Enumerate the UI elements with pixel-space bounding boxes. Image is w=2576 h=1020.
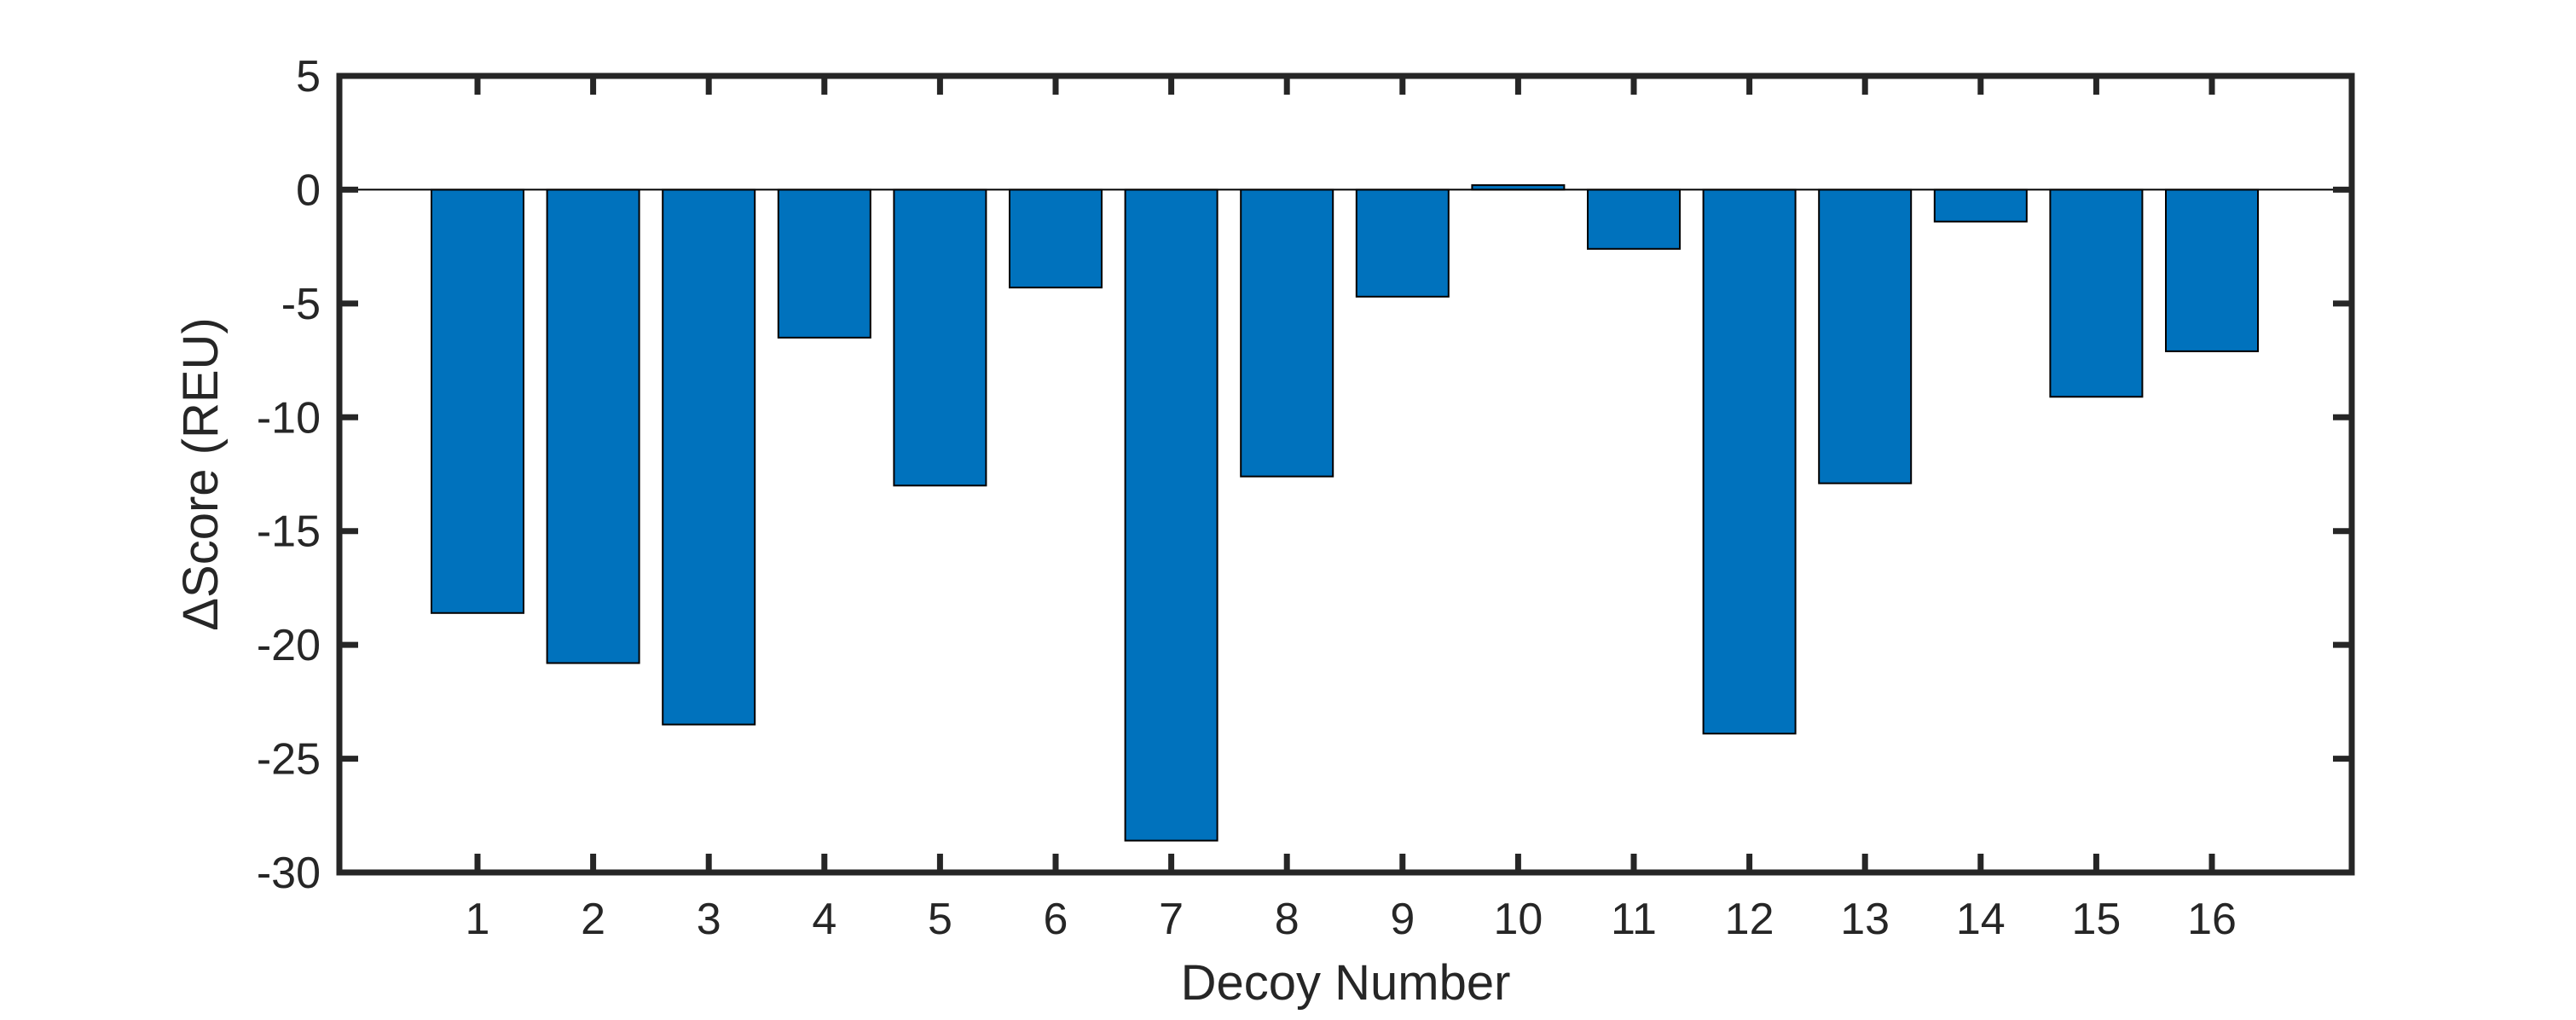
bar-3 [662,188,756,726]
x-tick-label: 2 [581,895,605,944]
y-tick-label: -15 [257,507,321,557]
x-tick-label: 7 [1159,895,1184,944]
x-tick-label: 15 [2071,895,2121,944]
bar-12 [1702,188,1797,735]
x-tick-label: 8 [1275,895,1300,944]
x-tick-label: 3 [697,895,721,944]
bar-7 [1124,188,1219,842]
bar-13 [1818,188,1913,484]
x-tick-label: 4 [812,895,836,944]
bar-2 [546,188,640,664]
x-tick-label: 11 [1611,895,1657,944]
y-axis-label: ΔScore (REU) [173,317,229,630]
bars-group [431,184,2259,842]
ticks-group: 50-5-10-15-20-25-301 2 3 4 5 6 7 8 9 10 11 12 13 14 15… [257,52,2352,944]
axes-box [336,72,2355,876]
y-tick-label: 0 [296,165,321,215]
x-tick-label: 16 [2187,895,2237,944]
x-tick-label: 9 [1390,895,1415,944]
x-tick-label: 10 [1493,895,1543,944]
bar-6 [1009,188,1103,289]
bar-5 [893,188,987,487]
x-tick-label: 5 [928,895,952,944]
y-tick-label: 5 [296,52,321,101]
bar-16 [2165,188,2259,352]
bar-1 [431,188,524,614]
y-tick-label: -20 [257,621,321,670]
bar-9 [1355,188,1450,298]
x-tick-label: 13 [1840,895,1890,944]
bar-15 [2049,188,2144,398]
x-tick-label: 6 [1044,895,1068,944]
x-tick-label: 1 [466,895,490,944]
x-axis-label: Decoy Number [1181,955,1511,1011]
x-tick-label: 12 [1725,895,1774,944]
bar-14 [1933,188,2028,223]
y-tick-label: -30 [257,849,321,898]
bar-8 [1240,188,1334,478]
y-tick-label: -25 [257,735,321,785]
bar-11 [1587,188,1681,250]
x-tick-label: 14 [1956,895,2006,944]
y-tick-label: -10 [257,393,321,443]
bar-4 [777,188,871,339]
y-tick-label: -5 [281,280,321,329]
